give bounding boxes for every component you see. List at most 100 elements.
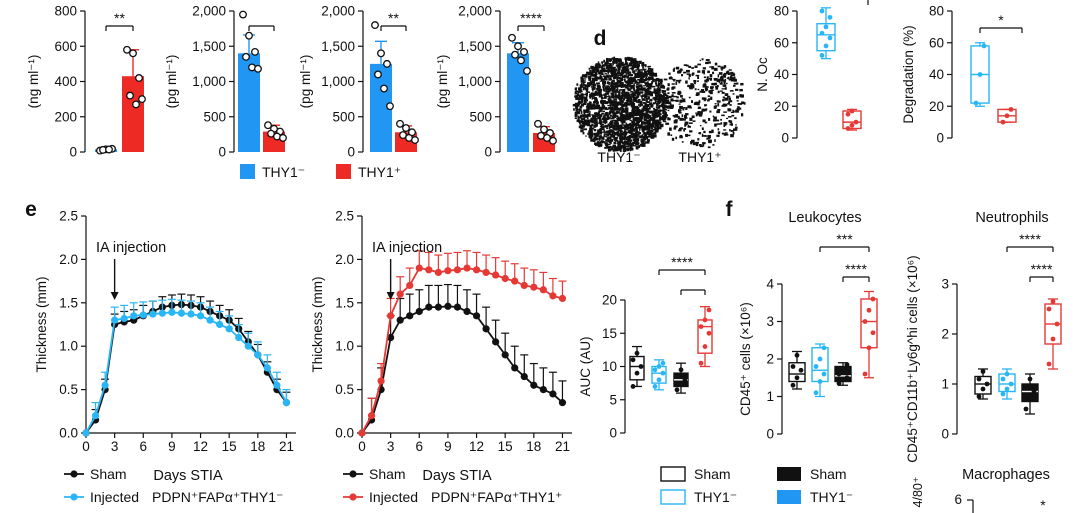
stain-speck: [589, 94, 593, 96]
stain-speck: [639, 116, 642, 118]
stain-speck: [598, 64, 601, 68]
series-point: [282, 399, 291, 407]
stain-speck: [630, 73, 633, 76]
stain-speck: [698, 100, 701, 104]
stain-speck: [599, 121, 603, 123]
stain-speck: [580, 121, 584, 123]
y-axis-label: Degradation (%): [901, 25, 916, 123]
stain-speck: [583, 101, 586, 103]
significance-stars: ****: [520, 10, 542, 26]
stain-speck: [590, 117, 594, 122]
data-point: [534, 119, 542, 128]
stain-speck: [649, 116, 654, 119]
stain-speck: [667, 109, 670, 112]
stain-speck: [707, 70, 710, 74]
stain-speck: [710, 96, 713, 100]
stain-speck: [625, 59, 629, 61]
stain-speck: [655, 121, 658, 125]
y-tick-label: 400: [54, 74, 77, 89]
stain-speck: [732, 109, 735, 113]
stain-speck: [621, 138, 624, 141]
data-point: [638, 364, 644, 369]
stain-speck: [634, 92, 637, 95]
stain-speck: [590, 133, 593, 137]
stain-speck: [621, 63, 625, 67]
stain-speck: [597, 61, 600, 65]
stain-speck: [635, 85, 639, 89]
stain-speck: [640, 69, 644, 71]
stain-speck: [630, 90, 634, 93]
stain-speck: [662, 90, 667, 93]
stain-speck: [619, 84, 623, 88]
stain-speck: [602, 97, 605, 99]
stain-speck: [633, 61, 637, 63]
legend-swatch: [336, 164, 351, 179]
stain-speck: [583, 109, 587, 112]
stain-speck: [627, 69, 630, 73]
stain-speck: [583, 87, 587, 90]
stain-speck: [624, 107, 629, 111]
stain-speck: [644, 95, 647, 98]
stain-speck: [671, 137, 675, 141]
stain-speck: [670, 104, 674, 108]
stain-speck: [686, 73, 691, 75]
stain-speck: [616, 127, 620, 131]
stain-speck: [575, 96, 579, 100]
stain-speck: [703, 76, 707, 79]
stain-speck: [602, 87, 605, 91]
well-image-thy1-neg: [572, 56, 670, 152]
series-point: [358, 429, 366, 437]
stain-speck: [694, 88, 697, 91]
data-point: [514, 42, 522, 51]
stain-speck: [679, 79, 682, 82]
stain-speck: [623, 70, 627, 74]
stain-speck: [608, 127, 611, 130]
stain-speck: [721, 91, 725, 94]
stain-speck: [598, 110, 601, 113]
stain-speck: [654, 78, 657, 80]
stain-speck: [665, 101, 670, 104]
data-point: [836, 380, 842, 386]
stain-speck: [639, 100, 643, 104]
legend-swatch: [660, 489, 686, 505]
stain-speck: [713, 77, 718, 81]
chart-title: Neutrophils: [975, 210, 1048, 226]
stain-speck: [620, 112, 623, 115]
stain-speck: [635, 146, 639, 150]
stain-speck: [632, 70, 636, 73]
stain-speck: [629, 147, 634, 151]
stain-speck: [740, 94, 745, 98]
stain-speck: [656, 114, 660, 117]
stain-speck: [621, 71, 624, 75]
stain-speck: [652, 119, 656, 122]
stain-speck: [724, 132, 728, 135]
stain-speck: [614, 124, 616, 126]
stain-speck: [623, 104, 625, 108]
stain-speck: [611, 103, 615, 107]
stain-speck: [590, 106, 594, 110]
stain-speck: [625, 99, 628, 102]
stain-speck: [645, 91, 650, 94]
stain-speck: [717, 123, 721, 125]
stain-speck: [647, 140, 650, 144]
stain-speck: [697, 80, 699, 82]
data-point: [1000, 391, 1006, 397]
stain-speck: [707, 146, 711, 149]
stain-speck: [659, 117, 663, 120]
stain-speck: [630, 61, 633, 66]
stain-speck: [592, 69, 596, 73]
data-point: [819, 30, 825, 36]
stain-speck: [608, 147, 610, 151]
stain-speck: [628, 112, 632, 116]
stain-speck: [626, 83, 629, 87]
stain-speck: [673, 67, 676, 70]
stain-speck: [608, 95, 611, 99]
stain-speck: [589, 132, 593, 135]
stain-speck: [591, 87, 596, 90]
stain-speck: [574, 114, 578, 117]
stain-speck: [637, 100, 640, 104]
stain-speck: [596, 82, 599, 85]
stain-speck: [672, 78, 676, 81]
stain-speck: [610, 147, 614, 150]
